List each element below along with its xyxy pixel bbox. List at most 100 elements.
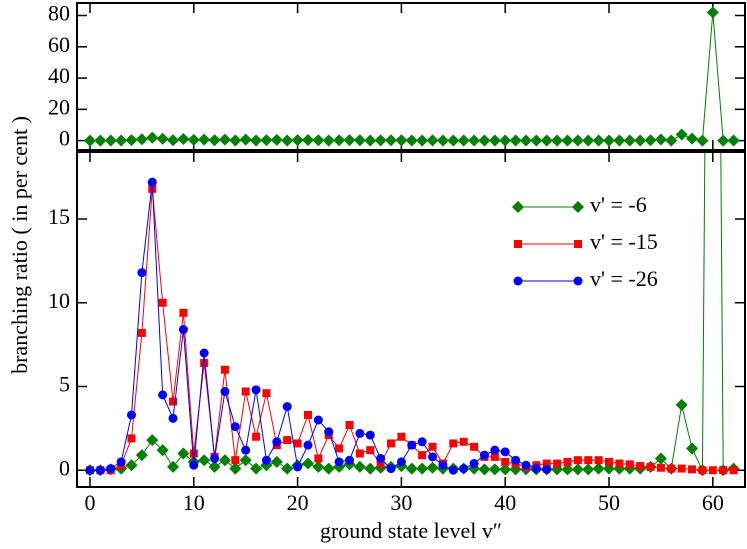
marker (561, 134, 574, 147)
marker (531, 464, 541, 474)
marker (395, 134, 408, 147)
marker (417, 437, 427, 447)
marker (605, 457, 614, 466)
marker (364, 462, 377, 475)
marker (407, 440, 417, 450)
marker (135, 449, 148, 462)
marker (573, 456, 582, 465)
marker (696, 134, 709, 147)
marker (178, 325, 188, 335)
marker (167, 460, 180, 473)
x-tick-label: 0 (84, 490, 95, 515)
marker (686, 132, 699, 145)
marker (426, 134, 439, 147)
marker (365, 430, 375, 440)
marker (459, 464, 469, 474)
marker (521, 460, 531, 470)
marker (146, 131, 159, 144)
marker (260, 134, 273, 147)
marker (501, 457, 510, 466)
y-tick-label: 0 (59, 126, 70, 151)
marker (218, 454, 231, 467)
marker (428, 452, 438, 462)
marker (509, 134, 522, 147)
marker (592, 462, 605, 475)
marker (615, 459, 624, 468)
marker (137, 268, 147, 278)
marker (592, 134, 605, 147)
marker (613, 134, 626, 147)
marker (447, 134, 460, 147)
marker (499, 463, 512, 476)
marker (584, 456, 593, 465)
marker (470, 442, 479, 451)
marker (262, 389, 271, 398)
marker (675, 128, 688, 141)
marker (147, 177, 157, 187)
marker (416, 462, 429, 475)
marker (104, 134, 117, 147)
marker (135, 133, 148, 146)
marker (177, 133, 190, 146)
marker (717, 134, 730, 147)
marker (303, 410, 312, 419)
marker (459, 437, 468, 446)
marker (187, 133, 200, 146)
marker (179, 308, 188, 317)
marker (343, 134, 356, 147)
marker (396, 457, 406, 467)
marker (116, 457, 126, 467)
marker (106, 464, 116, 474)
marker (397, 432, 406, 441)
legend-label: v' = -15 (590, 229, 658, 254)
marker (667, 464, 676, 473)
y-tick-label: 40 (48, 63, 70, 88)
series-line (89, 182, 547, 471)
marker (561, 463, 574, 476)
marker (387, 439, 396, 448)
marker (656, 463, 665, 472)
marker (168, 413, 178, 423)
marker (706, 6, 719, 19)
marker (428, 442, 437, 451)
marker (688, 465, 697, 474)
marker (115, 134, 128, 147)
y-tick-label: 15 (48, 204, 70, 229)
marker (551, 134, 564, 147)
marker (335, 444, 344, 453)
marker (376, 459, 385, 468)
marker (312, 134, 325, 147)
marker (270, 133, 283, 146)
marker (241, 387, 250, 396)
y-tick-label: 10 (48, 288, 70, 313)
marker (158, 390, 168, 400)
x-axis-label: ground state level v″ (320, 518, 502, 543)
marker (478, 463, 491, 476)
marker (83, 134, 96, 147)
y-tick-label: 60 (48, 32, 70, 57)
series-line (89, 12, 734, 142)
marker (281, 462, 294, 475)
marker (698, 466, 707, 475)
marker (646, 462, 655, 471)
marker (499, 134, 512, 147)
marker (479, 450, 489, 460)
marker (345, 421, 354, 430)
marker (374, 134, 387, 147)
marker (449, 439, 458, 448)
marker (189, 449, 198, 458)
marker (654, 133, 667, 146)
legend-marker (572, 201, 584, 213)
marker (553, 459, 562, 468)
legend-marker (514, 240, 522, 248)
marker (654, 452, 667, 465)
legend-label: v' = -26 (590, 266, 658, 291)
marker (355, 428, 365, 438)
marker (293, 439, 302, 448)
marker (200, 359, 209, 368)
marker (571, 463, 584, 476)
marker (251, 385, 261, 395)
marker (448, 465, 458, 475)
marker (677, 464, 686, 473)
